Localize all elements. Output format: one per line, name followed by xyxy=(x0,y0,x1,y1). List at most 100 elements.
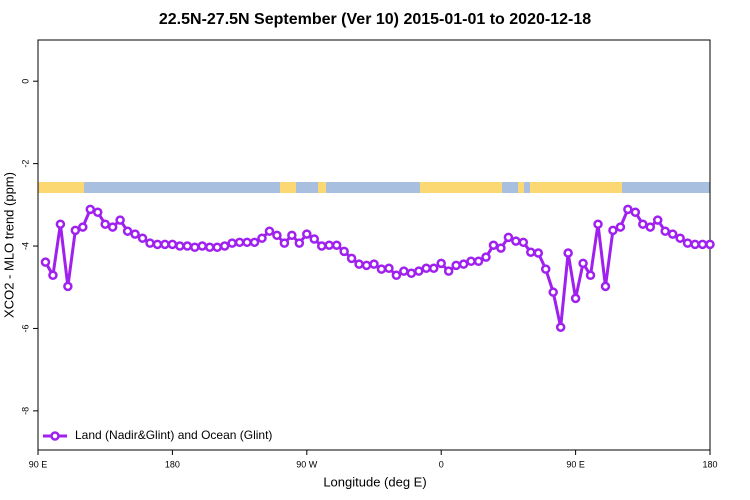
point xyxy=(227,238,237,248)
point xyxy=(294,238,305,248)
point xyxy=(443,266,454,276)
point xyxy=(578,258,588,269)
point xyxy=(331,240,342,250)
point xyxy=(645,222,656,232)
legend-marker xyxy=(50,431,60,441)
point xyxy=(212,242,222,253)
point xyxy=(361,260,372,271)
point xyxy=(526,247,536,257)
point xyxy=(384,263,394,274)
point xyxy=(264,226,275,236)
y-tick-label: -2 xyxy=(20,160,30,168)
y-tick-label: -6 xyxy=(20,324,30,332)
point xyxy=(623,204,633,215)
point xyxy=(376,264,387,274)
point xyxy=(399,266,409,276)
point xyxy=(585,270,596,281)
x-tick-label: 180 xyxy=(702,459,717,469)
point xyxy=(652,215,663,225)
point xyxy=(182,241,193,251)
point xyxy=(697,239,708,250)
point xyxy=(346,253,357,264)
point xyxy=(660,226,670,236)
x-tick-label: 180 xyxy=(165,459,180,469)
point xyxy=(503,232,514,243)
point xyxy=(608,225,618,236)
point xyxy=(458,259,469,269)
y-tick-label: -8 xyxy=(20,407,30,415)
point xyxy=(488,240,499,250)
chart-title: 22.5N-27.5N September (Ver 10) 2015-01-0… xyxy=(159,11,591,28)
point xyxy=(533,248,544,258)
point xyxy=(354,259,364,269)
point xyxy=(137,233,148,243)
point xyxy=(563,248,573,258)
y-axis-label: XCO2 - MLO trend (ppm) xyxy=(1,172,16,318)
point xyxy=(190,242,200,253)
point xyxy=(436,258,446,269)
point xyxy=(615,222,626,232)
point xyxy=(451,260,461,271)
point xyxy=(167,239,178,250)
y-tick-label: -4 xyxy=(20,242,30,250)
point xyxy=(428,263,439,274)
point xyxy=(152,239,163,250)
point xyxy=(70,225,81,236)
x-tick-label: 90 E xyxy=(566,459,585,469)
point xyxy=(249,237,260,248)
point xyxy=(667,229,678,239)
point xyxy=(242,237,252,248)
point xyxy=(682,238,693,248)
y-tick-label: 0 xyxy=(20,79,30,84)
point xyxy=(593,219,603,229)
x-tick-label: 0 xyxy=(439,459,444,469)
point xyxy=(302,229,312,239)
point xyxy=(690,239,700,250)
point xyxy=(570,293,581,304)
point xyxy=(309,234,320,244)
point xyxy=(414,266,424,276)
point xyxy=(548,287,558,297)
map-strip xyxy=(38,182,710,193)
point xyxy=(406,268,417,278)
point xyxy=(316,241,327,251)
point xyxy=(92,207,103,217)
point xyxy=(675,233,685,243)
point xyxy=(115,215,125,225)
point xyxy=(130,229,140,239)
point xyxy=(638,219,648,229)
point xyxy=(175,241,185,251)
x-axis-label: Longitude (deg E) xyxy=(323,474,426,489)
point xyxy=(421,263,432,274)
point xyxy=(466,256,476,267)
point xyxy=(481,252,491,262)
point xyxy=(339,246,349,257)
point xyxy=(287,230,297,241)
point xyxy=(78,222,88,232)
legend-label: Land (Nadir&Glint) and Ocean (Glint) xyxy=(75,428,272,442)
point xyxy=(496,243,506,253)
point xyxy=(324,240,334,250)
point xyxy=(55,219,66,229)
point xyxy=(100,219,110,229)
x-tick-label: 90 W xyxy=(296,459,318,469)
point xyxy=(48,270,58,281)
point xyxy=(145,238,155,248)
point xyxy=(197,241,208,251)
point xyxy=(160,239,170,250)
point xyxy=(85,204,96,215)
map-land xyxy=(38,182,622,193)
point xyxy=(107,222,118,232)
point xyxy=(473,256,484,267)
point xyxy=(234,237,245,248)
point xyxy=(219,241,230,251)
point xyxy=(40,257,51,267)
point xyxy=(518,237,529,248)
point xyxy=(540,264,551,274)
point xyxy=(511,236,521,246)
point xyxy=(122,226,133,236)
point xyxy=(555,322,566,332)
point xyxy=(63,281,73,292)
